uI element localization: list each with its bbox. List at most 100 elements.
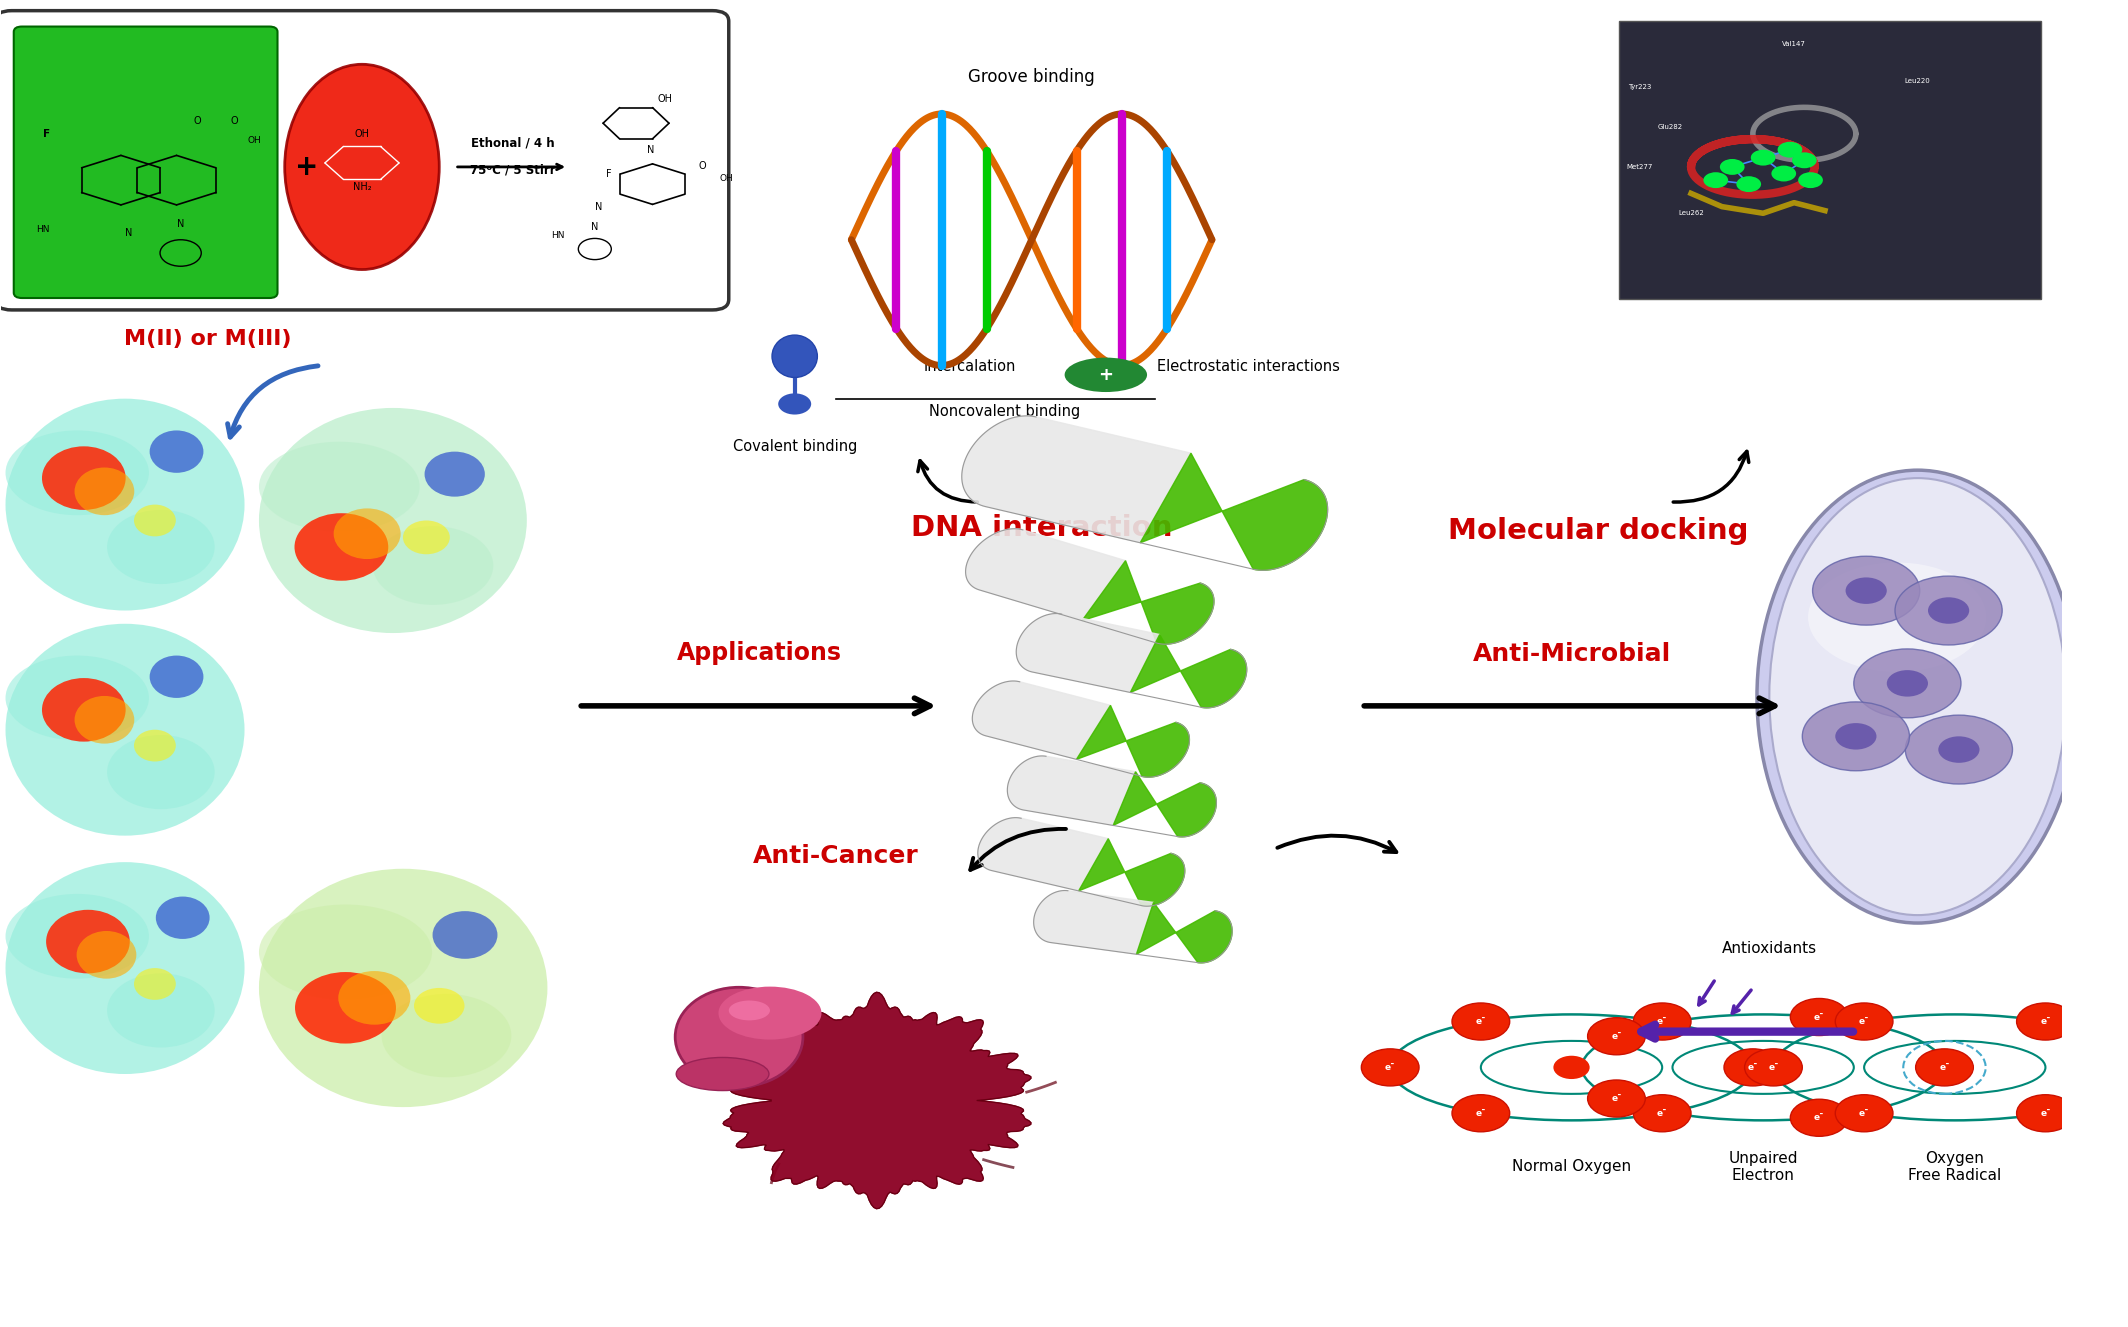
Text: HN: HN (551, 231, 564, 240)
Ellipse shape (677, 1058, 768, 1091)
Polygon shape (1136, 902, 1232, 963)
Text: HN: HN (36, 224, 49, 234)
Text: OH: OH (719, 174, 734, 183)
Ellipse shape (1758, 470, 2079, 924)
Ellipse shape (372, 525, 494, 605)
Ellipse shape (6, 894, 149, 979)
FancyArrowPatch shape (1732, 990, 1751, 1014)
Circle shape (1587, 1018, 1645, 1055)
Text: eˉ: eˉ (1475, 1109, 1485, 1117)
Text: Leu220: Leu220 (1905, 78, 1930, 84)
Ellipse shape (106, 974, 215, 1047)
Circle shape (2017, 1003, 2075, 1040)
Ellipse shape (149, 656, 204, 698)
Polygon shape (724, 993, 1030, 1209)
FancyBboxPatch shape (0, 11, 728, 311)
Ellipse shape (6, 398, 245, 610)
Circle shape (1845, 577, 1888, 604)
Polygon shape (1113, 772, 1217, 837)
Text: eˉ: eˉ (2041, 1016, 2051, 1026)
Ellipse shape (74, 695, 134, 743)
Ellipse shape (719, 986, 821, 1039)
Text: Anti-Cancer: Anti-Cancer (753, 844, 919, 868)
Text: O: O (194, 115, 200, 126)
Text: OH: OH (355, 129, 370, 139)
FancyBboxPatch shape (1619, 21, 2041, 300)
Circle shape (1736, 176, 1762, 192)
Text: eˉ: eˉ (1813, 1013, 1824, 1022)
Circle shape (1834, 1095, 1894, 1132)
Text: N: N (126, 228, 132, 238)
Circle shape (1724, 1048, 1781, 1085)
Ellipse shape (338, 971, 411, 1024)
Text: eˉ: eˉ (1768, 1063, 1779, 1072)
Polygon shape (977, 817, 1109, 890)
Circle shape (1745, 1048, 1802, 1085)
Ellipse shape (294, 514, 387, 581)
FancyArrowPatch shape (970, 829, 1066, 871)
Text: F: F (43, 129, 51, 139)
Text: eˉ: eˉ (1385, 1063, 1396, 1072)
Polygon shape (1079, 839, 1185, 906)
Ellipse shape (106, 735, 215, 809)
Circle shape (1888, 670, 1928, 697)
Ellipse shape (6, 656, 149, 740)
Ellipse shape (675, 987, 802, 1087)
Ellipse shape (426, 451, 485, 496)
Text: NH₂: NH₂ (353, 182, 370, 192)
Circle shape (1939, 736, 1979, 763)
Ellipse shape (6, 430, 149, 515)
Ellipse shape (77, 932, 136, 979)
Ellipse shape (134, 730, 177, 762)
FancyArrowPatch shape (917, 460, 977, 502)
Circle shape (1905, 715, 2013, 784)
Ellipse shape (381, 994, 511, 1078)
Ellipse shape (296, 973, 396, 1043)
FancyArrowPatch shape (1277, 836, 1396, 852)
Text: O: O (698, 161, 706, 171)
Ellipse shape (74, 467, 134, 515)
Circle shape (1451, 1003, 1509, 1040)
Polygon shape (972, 681, 1111, 759)
Polygon shape (1081, 561, 1213, 644)
Text: Oxygen
Free Radical: Oxygen Free Radical (1909, 1151, 2002, 1182)
FancyArrowPatch shape (1698, 981, 1715, 1005)
Text: Groove binding: Groove binding (968, 68, 1096, 86)
Text: M(II) or M(III): M(II) or M(III) (123, 329, 292, 349)
Circle shape (1790, 1099, 1847, 1136)
Ellipse shape (1809, 563, 1985, 671)
Text: +: + (294, 153, 317, 180)
Ellipse shape (260, 442, 419, 532)
FancyArrowPatch shape (1673, 451, 1749, 502)
Text: 75ᵒC / 5 Stirr: 75ᵒC / 5 Stirr (470, 163, 555, 176)
Ellipse shape (432, 912, 498, 959)
Text: N: N (647, 145, 653, 155)
Circle shape (1745, 1056, 1781, 1079)
Ellipse shape (402, 520, 449, 555)
Ellipse shape (728, 1001, 770, 1020)
Text: Covalent binding: Covalent binding (732, 439, 858, 454)
Text: N: N (596, 202, 602, 211)
Circle shape (1915, 1048, 1973, 1085)
Ellipse shape (43, 446, 126, 510)
Ellipse shape (1064, 357, 1147, 391)
Ellipse shape (43, 678, 126, 742)
Circle shape (1813, 556, 1919, 625)
Polygon shape (1141, 454, 1328, 571)
Text: F: F (606, 169, 613, 179)
Circle shape (1853, 649, 1962, 718)
Polygon shape (962, 415, 1192, 543)
Ellipse shape (334, 508, 400, 559)
Ellipse shape (149, 430, 204, 472)
Text: eˉ: eˉ (1747, 1063, 1758, 1072)
FancyArrowPatch shape (1641, 1024, 1853, 1039)
FancyBboxPatch shape (13, 27, 277, 299)
Ellipse shape (134, 969, 177, 999)
Circle shape (1936, 1056, 1973, 1079)
Ellipse shape (155, 897, 209, 940)
Text: eˉ: eˉ (1858, 1109, 1868, 1117)
Circle shape (1798, 173, 1824, 188)
Ellipse shape (260, 869, 547, 1107)
Text: Noncovalent binding: Noncovalent binding (930, 405, 1081, 419)
Circle shape (1702, 173, 1728, 188)
